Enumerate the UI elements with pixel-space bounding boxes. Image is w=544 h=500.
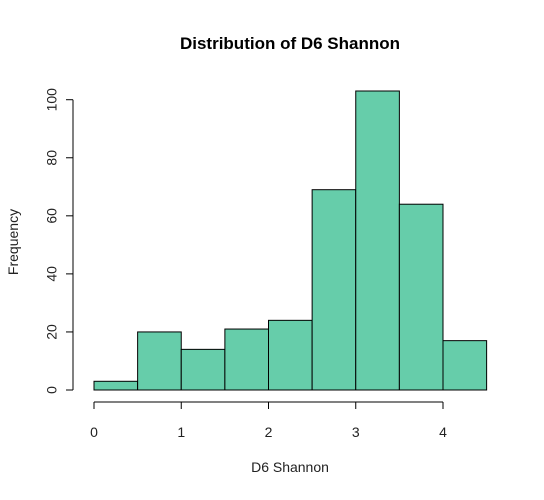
histogram-bar-5: [311, 189, 357, 391]
x-tick-label-0: 0: [90, 424, 98, 440]
histogram-bar-6: [355, 90, 400, 391]
x-tick-label-4: 4: [439, 424, 447, 440]
y-axis-label: Frequency: [5, 209, 21, 275]
x-axis: 0 1 2 3 4 D6 Shannon: [90, 401, 447, 475]
histogram-bar-2: [180, 348, 226, 391]
y-tick-label-0: 0: [44, 386, 60, 394]
histogram-bar-7: [398, 203, 444, 391]
y-axis: 0 20 40 60 80 100 Frequency: [5, 88, 74, 394]
bars-group: [93, 90, 488, 391]
y-ticks-group: 0 20 40 60 80 100: [44, 88, 73, 394]
x-tick-label-3: 3: [352, 424, 360, 440]
histogram-bar-4: [268, 319, 313, 391]
histogram-bar-0: [93, 380, 139, 391]
x-ticks-group: 0 1 2 3 4: [90, 402, 447, 440]
y-tick-label-3: 60: [44, 208, 60, 224]
chart-title: Distribution of D6 Shannon: [180, 34, 400, 53]
y-tick-label-4: 80: [44, 150, 60, 166]
histogram-bar-8: [442, 340, 488, 391]
x-tick-label-1: 1: [177, 424, 185, 440]
y-tick-label-1: 20: [44, 324, 60, 340]
histogram-bar-1: [137, 331, 182, 391]
x-tick-label-2: 2: [265, 424, 273, 440]
y-tick-label-5: 100: [44, 88, 60, 112]
x-axis-label: D6 Shannon: [251, 459, 329, 475]
y-tick-label-2: 40: [44, 266, 60, 282]
histogram-bar-3: [224, 328, 269, 391]
